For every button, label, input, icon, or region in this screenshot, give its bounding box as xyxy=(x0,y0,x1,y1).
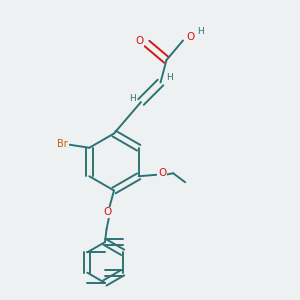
Text: H: H xyxy=(129,94,135,103)
Text: Br: Br xyxy=(57,139,68,149)
Text: O: O xyxy=(158,168,166,178)
Text: O: O xyxy=(104,207,112,218)
Text: O: O xyxy=(186,32,195,42)
Text: O: O xyxy=(135,36,144,46)
Text: H: H xyxy=(166,74,173,82)
Text: H: H xyxy=(197,27,203,36)
